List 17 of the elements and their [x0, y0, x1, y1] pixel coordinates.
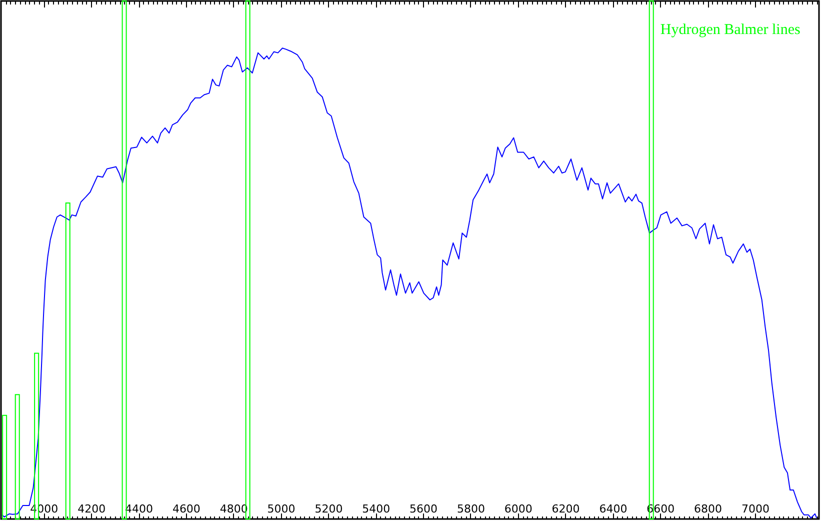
- x-tick-label: 5000: [267, 502, 296, 516]
- x-tick-label: 7000: [741, 502, 770, 516]
- series-label: Hydrogen Balmer lines: [660, 22, 800, 38]
- x-tick-label: 4200: [78, 502, 106, 516]
- x-tick-label: 6800: [694, 502, 722, 516]
- bar: [2, 414, 8, 520]
- x-tick-label: 5800: [456, 502, 485, 516]
- x-tick-label: 5600: [410, 502, 438, 516]
- bar: [14, 394, 20, 520]
- x-tick-label: 6400: [599, 502, 628, 516]
- bar: [65, 202, 70, 520]
- x-tick-label: 5400: [362, 502, 390, 516]
- x-tick-label: 6200: [552, 502, 580, 516]
- x-tick-label: 6000: [504, 502, 532, 516]
- bar: [122, 0, 127, 520]
- x-tick-label: 4600: [172, 502, 200, 516]
- x-tick-label: 5200: [314, 502, 343, 516]
